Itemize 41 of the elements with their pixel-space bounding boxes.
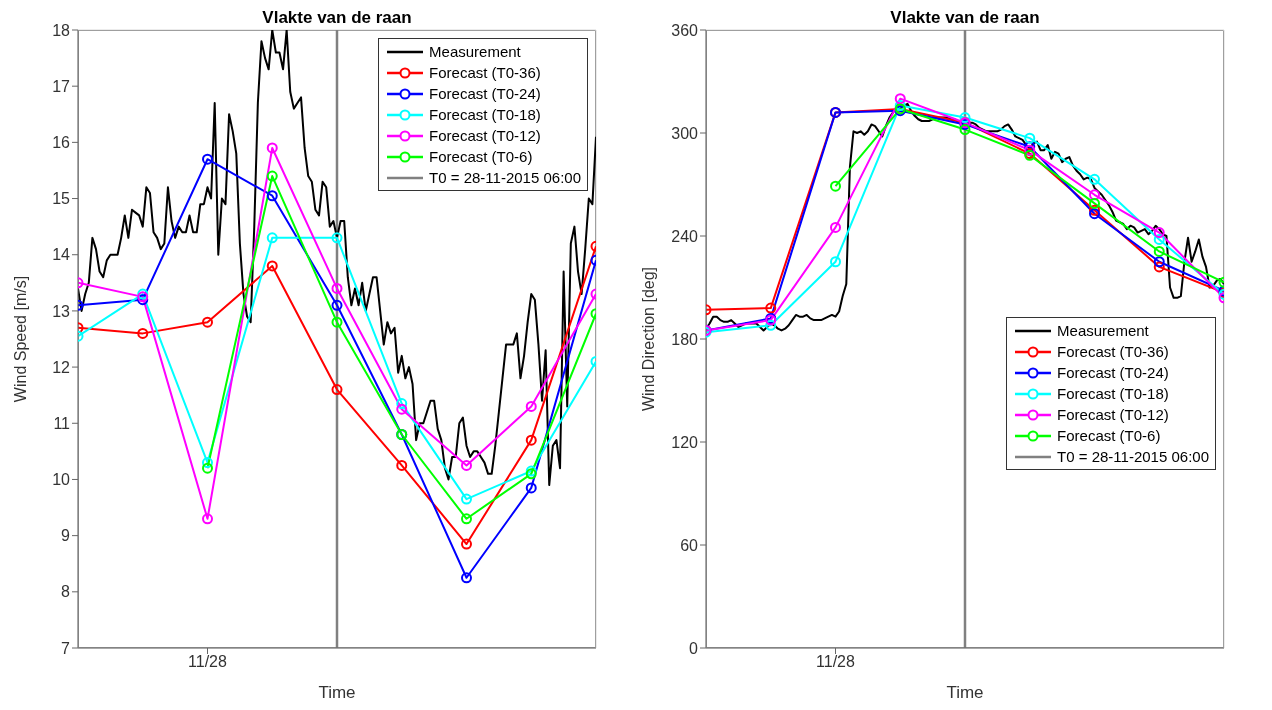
legend-label: Forecast (T0-36) <box>429 64 541 81</box>
legend-label: Measurement <box>1057 322 1149 339</box>
y-tick-label: 120 <box>671 433 699 451</box>
y-tick-label: 11 <box>53 414 71 432</box>
legend-label: Forecast (T0-18) <box>1057 385 1169 402</box>
y-axis-title: Wind Direction [deg] <box>639 266 657 412</box>
y-tick-label: 13 <box>52 302 71 320</box>
y-tick-label: 17 <box>52 77 71 95</box>
x-axis-title: Time <box>946 683 984 702</box>
y-tick-label: 14 <box>52 246 71 264</box>
y-axis-title: Wind Speed [m/s] <box>11 275 29 403</box>
text: T0 = 28-11-2015 06:00 <box>1057 448 1209 465</box>
legend-label: Measurement <box>429 43 521 60</box>
legend-label: Forecast (T0-12) <box>1057 406 1169 423</box>
legend-label: Forecast (T0-12) <box>429 127 541 144</box>
y-tick-label: 12 <box>52 358 71 376</box>
y-tick-label: 360 <box>671 21 699 39</box>
x-tick-label: 11/28 <box>816 653 856 671</box>
legend-label: Forecast (T0-36) <box>1057 343 1169 360</box>
y-tick-label: 240 <box>671 227 699 245</box>
y-tick-label: 8 <box>61 583 71 601</box>
y-tick-label: 16 <box>52 134 71 152</box>
text: T0 = 28-11-2015 06:00 <box>429 169 581 186</box>
y-tick-label: 18 <box>52 21 71 39</box>
y-tick-label: 10 <box>52 471 71 489</box>
y-tick-label: 15 <box>52 190 71 208</box>
x-axis-title: Time <box>318 683 356 702</box>
legend-label: Forecast (T0-24) <box>1057 364 1169 381</box>
y-tick-label: 9 <box>61 527 71 545</box>
chart-title: Vlakte van de raan <box>261 8 413 28</box>
y-tick-label: 0 <box>689 639 699 657</box>
legend-label: Forecast (T0-6) <box>1057 427 1161 444</box>
legend-label: Forecast (T0-6) <box>429 148 533 165</box>
chart-title: Vlakte van de raan <box>889 8 1041 28</box>
legend-label: Forecast (T0-24) <box>429 85 541 102</box>
y-tick-label: 7 <box>61 639 71 657</box>
legend-label: Forecast (T0-18) <box>429 106 541 123</box>
y-tick-label: 300 <box>671 124 699 142</box>
y-tick-label: 60 <box>680 536 699 554</box>
x-tick-label: 11/28 <box>188 653 228 671</box>
y-tick-label: 180 <box>671 330 699 348</box>
